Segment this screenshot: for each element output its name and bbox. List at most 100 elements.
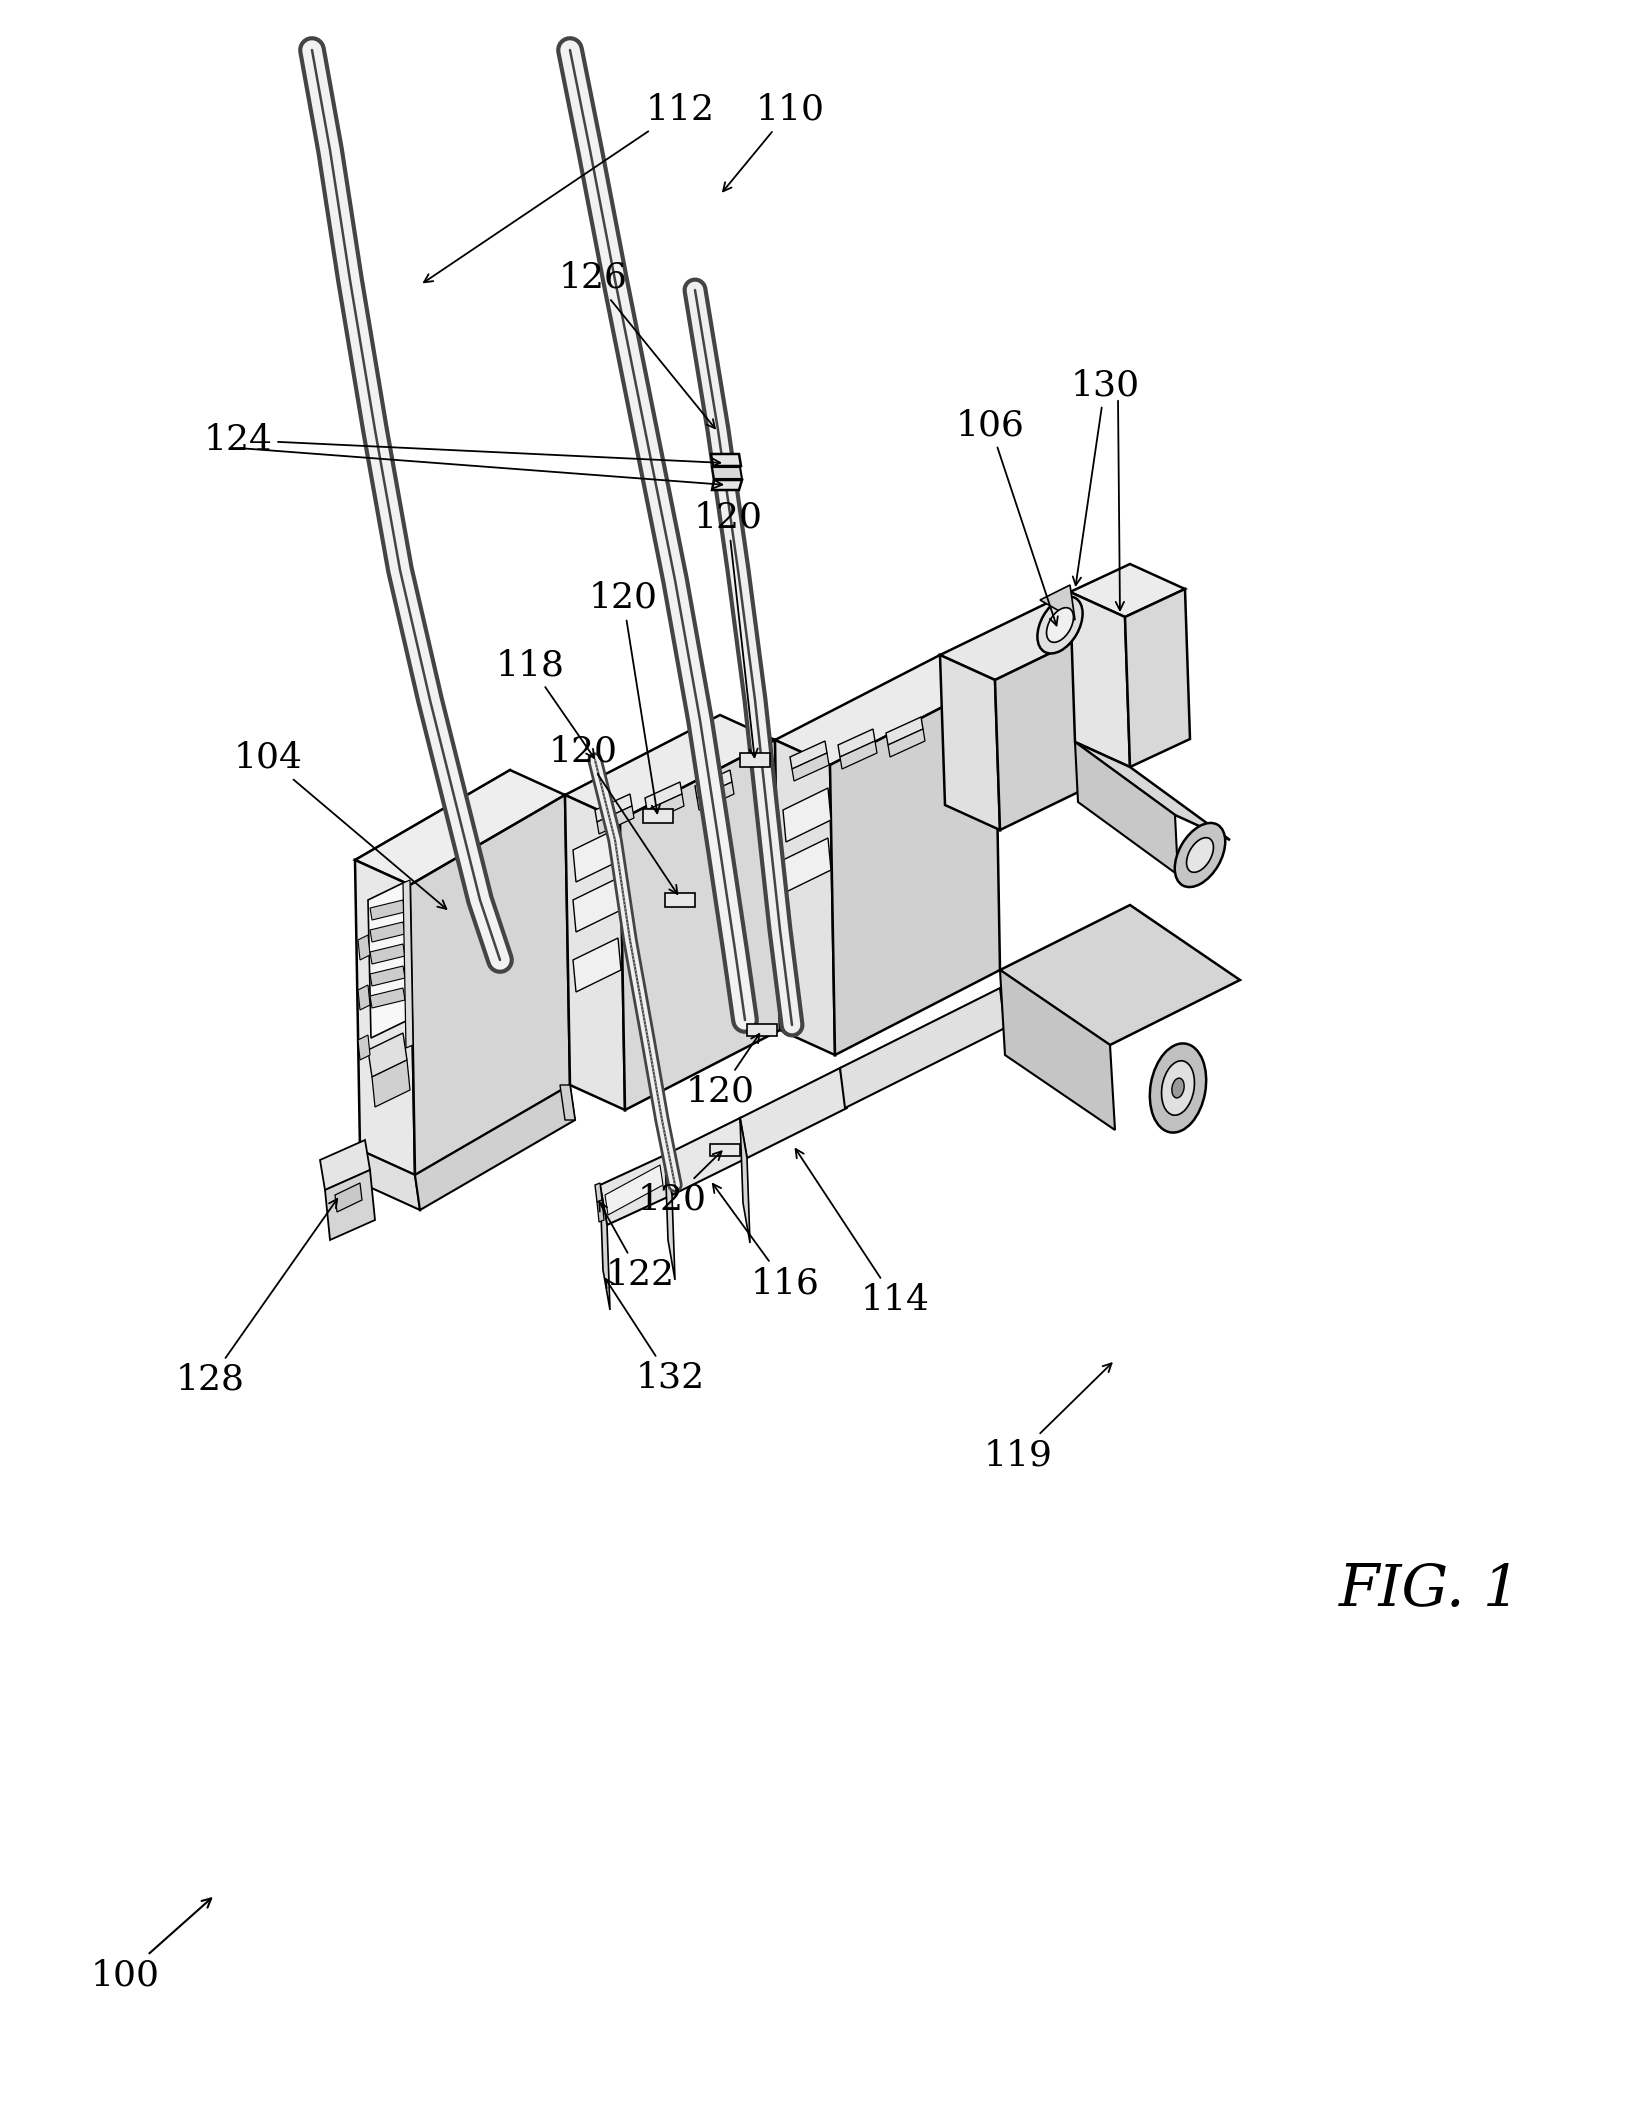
Polygon shape — [838, 729, 876, 757]
Polygon shape — [403, 881, 413, 1049]
Polygon shape — [370, 988, 405, 1009]
Polygon shape — [620, 740, 780, 1110]
Polygon shape — [372, 1059, 410, 1108]
Polygon shape — [358, 935, 370, 961]
Polygon shape — [370, 923, 405, 942]
Polygon shape — [740, 753, 770, 767]
Polygon shape — [370, 900, 405, 921]
Polygon shape — [1041, 584, 1075, 620]
Polygon shape — [560, 1085, 575, 1120]
Text: 126: 126 — [558, 261, 715, 429]
Polygon shape — [712, 467, 742, 479]
Polygon shape — [648, 795, 684, 822]
Polygon shape — [573, 828, 621, 883]
Polygon shape — [573, 879, 621, 931]
Text: 116: 116 — [712, 1183, 819, 1299]
Polygon shape — [605, 1165, 662, 1215]
Polygon shape — [829, 681, 999, 1055]
Polygon shape — [999, 906, 1241, 1045]
Polygon shape — [775, 656, 995, 765]
Polygon shape — [1070, 563, 1184, 618]
Text: 114: 114 — [796, 1150, 930, 1318]
Polygon shape — [600, 1186, 610, 1310]
Polygon shape — [596, 805, 634, 834]
Polygon shape — [644, 782, 682, 809]
Ellipse shape — [1150, 1043, 1206, 1133]
Text: 104: 104 — [233, 742, 446, 908]
Ellipse shape — [1175, 822, 1226, 887]
Polygon shape — [410, 795, 570, 1175]
Polygon shape — [999, 969, 1115, 1131]
Polygon shape — [573, 937, 621, 992]
Polygon shape — [1075, 742, 1231, 841]
Text: 110: 110 — [724, 92, 824, 191]
Ellipse shape — [1161, 1062, 1194, 1116]
Text: 119: 119 — [983, 1364, 1112, 1471]
Polygon shape — [355, 769, 515, 910]
Polygon shape — [320, 1139, 370, 1190]
Polygon shape — [889, 729, 925, 757]
Polygon shape — [355, 860, 415, 1175]
Polygon shape — [595, 1183, 601, 1202]
Polygon shape — [839, 742, 877, 769]
Text: 120: 120 — [588, 580, 661, 813]
Ellipse shape — [1186, 839, 1214, 872]
Polygon shape — [565, 795, 624, 1110]
Polygon shape — [368, 1032, 406, 1076]
Polygon shape — [695, 769, 732, 799]
Polygon shape — [710, 1143, 740, 1156]
Polygon shape — [712, 479, 742, 490]
Polygon shape — [643, 809, 672, 824]
Polygon shape — [666, 1154, 676, 1280]
Polygon shape — [995, 618, 1130, 830]
Polygon shape — [940, 656, 999, 830]
Ellipse shape — [1047, 607, 1074, 643]
Text: 120: 120 — [694, 500, 763, 757]
Polygon shape — [839, 988, 1004, 1108]
Polygon shape — [370, 944, 405, 965]
Polygon shape — [335, 1183, 362, 1213]
Text: 100: 100 — [91, 1898, 211, 1993]
Polygon shape — [358, 1034, 370, 1059]
Polygon shape — [783, 839, 831, 891]
Polygon shape — [666, 1118, 747, 1196]
Polygon shape — [1075, 742, 1178, 874]
Polygon shape — [791, 753, 829, 782]
Polygon shape — [790, 742, 828, 769]
Polygon shape — [355, 769, 565, 885]
Polygon shape — [775, 740, 834, 1055]
Text: 124: 124 — [203, 423, 720, 467]
Polygon shape — [940, 593, 1125, 681]
Text: 128: 128 — [175, 1198, 337, 1398]
Polygon shape — [360, 1150, 420, 1211]
Text: 120: 120 — [686, 1034, 760, 1110]
Text: 132: 132 — [606, 1278, 704, 1396]
Polygon shape — [740, 1068, 847, 1158]
Text: 120: 120 — [548, 736, 677, 893]
Polygon shape — [596, 1200, 605, 1221]
Ellipse shape — [1037, 597, 1082, 654]
Text: 130: 130 — [1070, 368, 1140, 584]
Polygon shape — [370, 967, 405, 986]
Polygon shape — [747, 1024, 776, 1036]
Polygon shape — [666, 893, 695, 906]
Polygon shape — [325, 1171, 375, 1240]
Polygon shape — [600, 1154, 672, 1225]
Polygon shape — [697, 782, 733, 809]
Text: 122: 122 — [600, 1202, 674, 1293]
Text: FIG. 1: FIG. 1 — [1338, 1562, 1521, 1619]
Polygon shape — [783, 788, 831, 843]
Text: 118: 118 — [496, 647, 595, 759]
Polygon shape — [885, 717, 923, 744]
Polygon shape — [368, 883, 408, 1038]
Polygon shape — [565, 715, 775, 820]
Ellipse shape — [1171, 1078, 1184, 1097]
Text: 112: 112 — [425, 92, 715, 282]
Polygon shape — [740, 1118, 750, 1242]
Polygon shape — [710, 454, 742, 467]
Polygon shape — [595, 795, 633, 822]
Polygon shape — [1070, 593, 1130, 767]
Polygon shape — [1125, 589, 1189, 767]
Polygon shape — [415, 1085, 575, 1211]
Text: 106: 106 — [955, 408, 1057, 626]
